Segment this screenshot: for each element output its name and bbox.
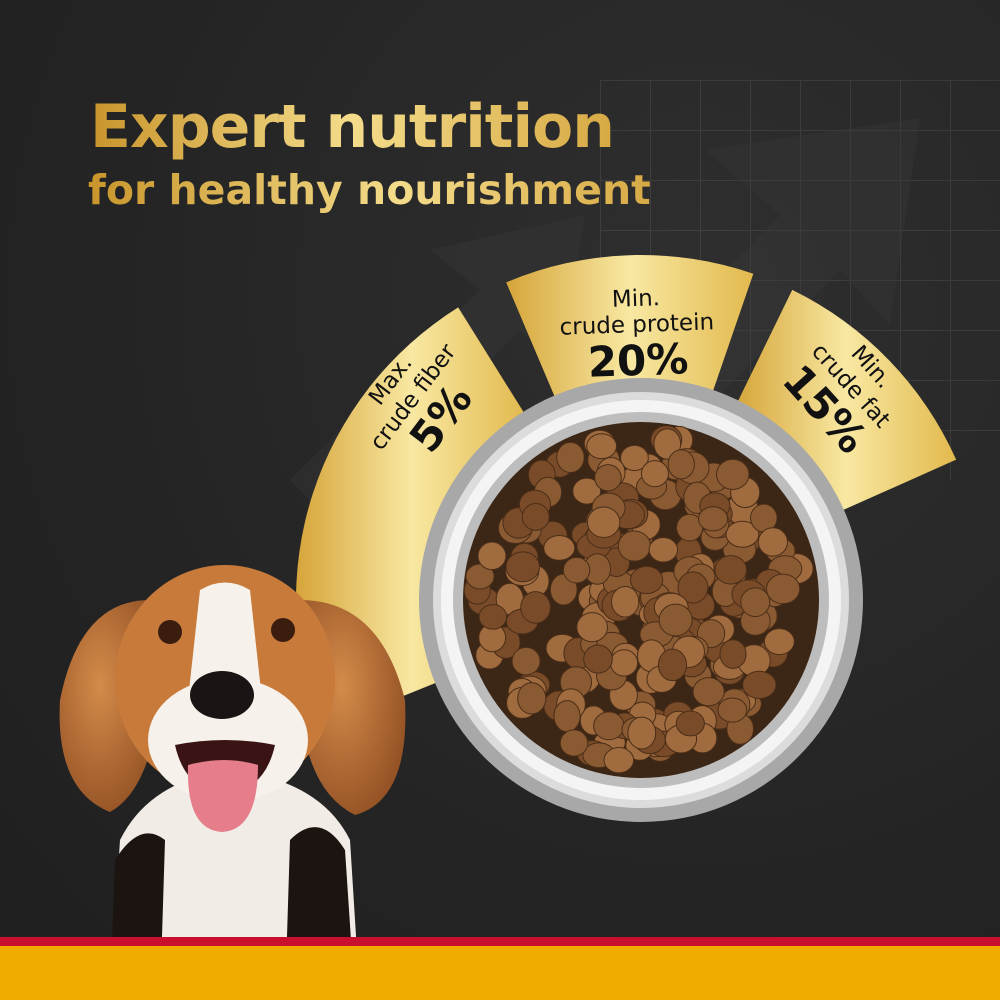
kibble-piece [586, 506, 621, 539]
kibble-piece [629, 565, 664, 595]
kibble-piece [719, 639, 747, 669]
kibble-piece [627, 716, 657, 750]
headline-subtitle: for healthy nourishment [88, 166, 651, 214]
kibble-pile [463, 425, 814, 774]
kibble-piece [714, 555, 748, 585]
kibble-piece [763, 628, 795, 656]
kibble-piece [562, 556, 591, 584]
kibble-piece [553, 700, 581, 733]
kibble-piece [658, 603, 693, 637]
food-bowl [433, 392, 849, 808]
kibble-piece [477, 541, 507, 571]
kibble-piece [521, 503, 550, 531]
kibble-piece [603, 746, 635, 774]
kibble-piece [511, 646, 541, 676]
kibble-piece [757, 527, 789, 557]
kibble-piece [617, 530, 651, 562]
kibble-piece [740, 587, 771, 617]
kibble-piece [717, 697, 748, 723]
kibble-piece [594, 464, 622, 492]
kibble-piece [593, 711, 625, 741]
headline-title: Expert nutrition [90, 92, 615, 162]
kibble-piece [505, 551, 541, 583]
kibble-piece [765, 573, 801, 605]
kibble-piece [725, 520, 760, 548]
kibble-piece [692, 677, 725, 707]
kibble-piece [478, 604, 508, 630]
bottom-stripe-red [0, 937, 1000, 946]
kibble-piece [559, 729, 589, 757]
kibble-piece [576, 612, 608, 643]
segment-fat [735, 289, 957, 513]
kibble-piece [586, 433, 618, 460]
kibble-piece [697, 506, 729, 532]
kibble-piece [610, 585, 640, 618]
kibble-piece [609, 649, 639, 677]
kibble-piece [583, 644, 613, 674]
segment-protein [506, 255, 754, 403]
kibble-piece [716, 458, 750, 490]
bottom-stripe-yellow [0, 946, 1000, 1000]
kibble-piece [742, 670, 777, 700]
kibble-piece [677, 571, 709, 604]
kibble-piece [517, 682, 547, 715]
kibble-piece [572, 477, 602, 505]
kibble-piece [543, 535, 576, 561]
kibble-piece [667, 449, 695, 480]
kibble-piece [675, 710, 705, 737]
kibble-piece [620, 444, 649, 472]
beagle-dog-image [59, 565, 406, 1000]
kibble-piece [520, 591, 551, 624]
kibble-piece [640, 460, 669, 488]
kibble-piece [556, 441, 585, 473]
kibble-piece [648, 537, 679, 563]
kibble-piece [657, 648, 688, 682]
